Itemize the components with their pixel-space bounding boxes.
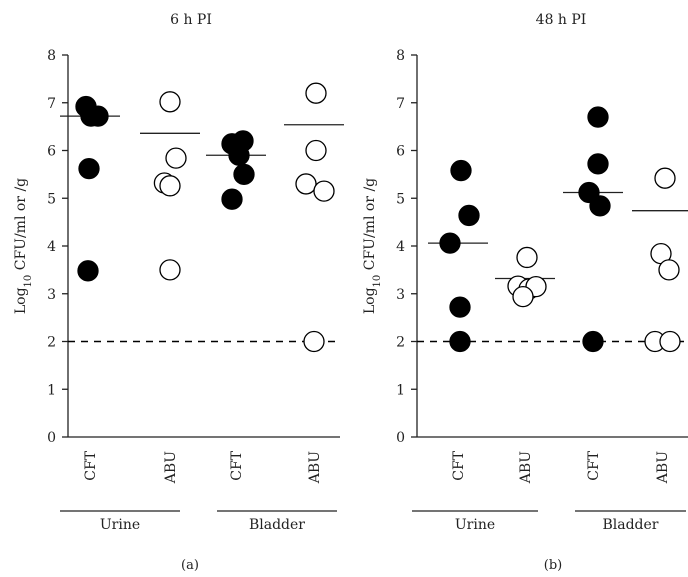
y-tick-label: 1 <box>47 382 56 398</box>
panel-label: (a) <box>181 558 199 573</box>
y-tick-label: 5 <box>47 191 56 207</box>
y-tick-label: 2 <box>47 335 56 351</box>
data-point-filled <box>449 330 471 353</box>
chart-title: 6 h PI <box>170 12 212 28</box>
y-axis-label: Log10 CFU/ml or /g <box>362 178 383 314</box>
y-tick-label: 8 <box>396 48 405 64</box>
y-tick-label: 8 <box>47 48 56 64</box>
data-point-open <box>512 285 534 308</box>
data-point-filled <box>450 159 472 182</box>
panel-label: (b) <box>544 558 562 573</box>
data-point-filled <box>458 204 480 227</box>
y-tick-label: 4 <box>47 239 56 255</box>
data-point-open <box>159 91 181 113</box>
y-tick-label: 6 <box>47 144 56 160</box>
y-tick-label: 7 <box>396 96 405 112</box>
data-point-filled <box>587 106 609 128</box>
data-point-filled <box>77 260 99 282</box>
data-point-filled <box>589 195 611 217</box>
x-category-label: ABU <box>307 451 323 484</box>
y-tick-label: 0 <box>396 430 405 446</box>
data-point-filled <box>228 144 250 166</box>
chart-panel-b: 48 h PI 0 1 2 3 4 5 6 7 8 Log10 CFU/ml or /g CFT ABU… <box>362 12 688 573</box>
y-tick-label: 5 <box>396 191 405 207</box>
data-point-open <box>659 330 681 353</box>
data-point-open <box>658 259 680 281</box>
group-label: Urine <box>100 517 140 533</box>
x-category-label: CFT <box>586 450 602 480</box>
data-point-open <box>159 175 181 197</box>
data-point-open <box>305 82 327 104</box>
data-point-open <box>159 259 181 281</box>
y-tick-label: 4 <box>396 239 405 255</box>
data-point-filled <box>587 153 609 175</box>
data-point-filled <box>439 232 461 254</box>
y-tick-label: 6 <box>396 144 405 160</box>
data-point-open <box>313 180 335 202</box>
y-tick-label: 0 <box>47 430 56 446</box>
x-category-label: ABU <box>518 451 534 484</box>
x-category-label: ABU <box>655 451 671 484</box>
y-axis-label: Log10 CFU/ml or /g <box>13 178 34 314</box>
data-point-filled <box>221 188 243 210</box>
x-category-label: ABU <box>163 451 179 484</box>
x-category-label: CFT <box>229 450 245 480</box>
data-point-open <box>516 246 538 269</box>
y-tick-label: 3 <box>396 287 405 303</box>
group-label: Bladder <box>602 517 658 533</box>
x-category-label: CFT <box>451 450 467 480</box>
data-point-filled <box>582 330 604 353</box>
chart-title: 48 h PI <box>536 12 587 28</box>
data-point-filled <box>449 296 471 318</box>
data-point-open <box>303 330 325 353</box>
group-label: Bladder <box>249 517 305 533</box>
group-label: Urine <box>455 517 495 533</box>
data-point-open <box>305 139 327 162</box>
data-point-filled <box>78 157 100 180</box>
y-tick-label: 1 <box>396 382 405 398</box>
y-tick-label: 2 <box>396 335 405 351</box>
data-point-filled <box>233 163 255 186</box>
y-tick-label: 3 <box>47 287 56 303</box>
data-point-open <box>295 173 317 195</box>
data-point-open <box>165 147 187 169</box>
data-point-open <box>654 167 676 189</box>
y-tick-label: 7 <box>47 96 56 112</box>
chart-panel-a: 6 h PI 0 1 2 3 4 5 6 7 8 Log10 CFU/ml or /g CFT ABU C… <box>13 12 344 573</box>
x-category-label: CFT <box>83 450 99 480</box>
data-point-filled <box>87 105 109 127</box>
